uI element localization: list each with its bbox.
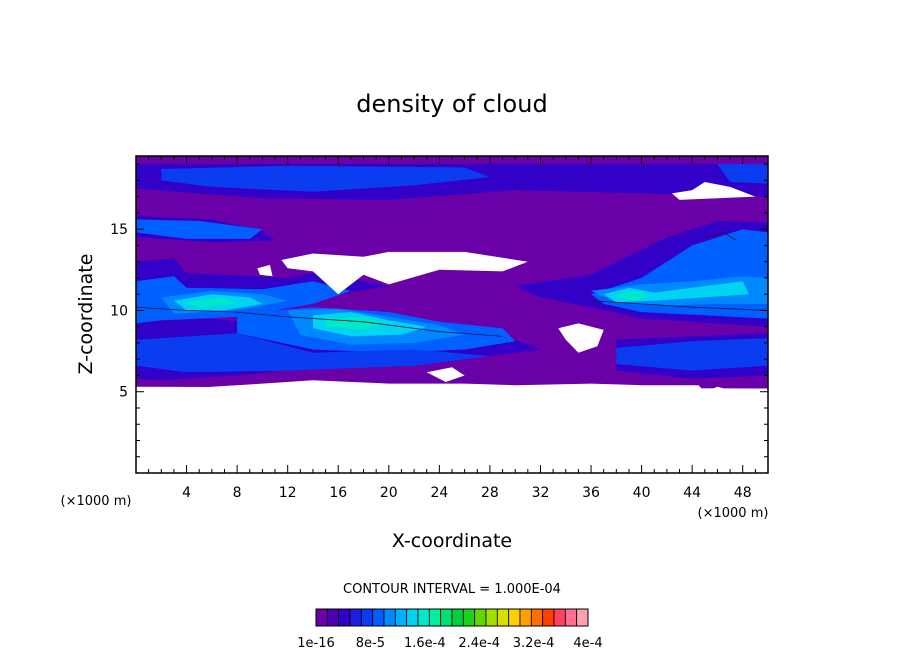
contour-line-right-upper: [704, 231, 737, 241]
right-lower-blue: [616, 338, 768, 371]
x-tick-label: 36: [582, 485, 600, 501]
colorbar-cell: [406, 608, 419, 627]
colorbar-label: 1e-16: [297, 636, 335, 651]
colorbar: [315, 608, 589, 627]
x-tick-label: 24: [430, 485, 448, 501]
x-tick-label: 20: [380, 485, 398, 501]
colorbar-cell: [372, 608, 385, 627]
x-axis-label: X-coordinate: [392, 530, 512, 552]
clear-below: [136, 386, 768, 473]
x-tick-label: 40: [633, 485, 651, 501]
x-tick-label: 32: [532, 485, 550, 501]
colorbar-cell: [462, 608, 476, 627]
chart-title: density of cloud: [356, 90, 547, 118]
contour-line-right: [590, 300, 768, 311]
colorbar-cell: [485, 608, 498, 627]
y-tick-label: 15: [110, 222, 128, 238]
colorbar-cell: [417, 608, 430, 627]
colorbar-cell: [576, 608, 589, 627]
clear-right-mid: [558, 323, 604, 353]
colorbar-cell: [326, 608, 340, 627]
colorbar-cell: [508, 608, 521, 627]
core-right-peak: [616, 290, 648, 301]
colorbar-label: 2.4e-4: [458, 636, 500, 651]
x-tick-label: 44: [683, 485, 701, 501]
y-tick-label: 5: [119, 385, 128, 401]
colorbar-label: 3.2e-4: [513, 636, 555, 651]
x-tick-label: 16: [329, 485, 347, 501]
band-15-blue: [136, 219, 263, 239]
colorbar-cell: [451, 608, 464, 627]
colorbar-cell: [553, 608, 566, 627]
y-axis: 5 10 15: [110, 163, 768, 458]
x-tick-label: 48: [734, 485, 752, 501]
lower-blue: [136, 333, 490, 373]
contour-interval: CONTOUR INTERVAL = 1.000E-04: [343, 582, 561, 597]
contour-line-lower: [136, 306, 503, 337]
x-unit-right: (×1000 m): [698, 506, 769, 521]
colorbar-label: 8e-5: [356, 636, 385, 651]
clear-small: [426, 367, 465, 382]
x-tick-label: 12: [279, 485, 297, 501]
colorbar-cell: [315, 608, 328, 627]
x-tick-label: 28: [481, 485, 499, 501]
colorbar-label: 1.6e-4: [404, 636, 446, 651]
colorbar-cell: [530, 608, 544, 627]
colorbar-cell: [428, 608, 442, 627]
x-tick-label: 8: [233, 485, 242, 501]
y-tick-label: 10: [110, 303, 128, 319]
colorbar-cell: [360, 608, 374, 627]
upper-right-blue: [717, 164, 768, 184]
clear-mid: [281, 251, 528, 295]
clear-upper-right: [671, 182, 756, 200]
colorbar-cell: [383, 608, 396, 627]
y-axis-label: Z-coordinate: [75, 254, 97, 375]
colorbar-cell: [338, 608, 351, 627]
colorbar-cell: [474, 608, 487, 627]
colorbar-cell: [519, 608, 532, 627]
x-tick-label: 4: [182, 485, 191, 501]
colorbar-cell: [496, 608, 510, 627]
colorbar-cell: [440, 608, 453, 627]
colorbar-cell: [349, 608, 362, 627]
colorbar-cell: [564, 608, 578, 627]
colorbar-cell: [542, 608, 555, 627]
upper-band-blue: [161, 165, 490, 192]
clear-tiny: [257, 264, 273, 277]
colorbar-label: 4e-4: [573, 636, 602, 651]
x-axis: 4 8 12 16 20 24 28 32 36 40 44 48: [148, 156, 756, 501]
colorbar-labels: 1e-16 8e-5 1.6e-4 2.4e-4 3.2e-4 4e-4: [297, 636, 602, 651]
cloud-density-field: [136, 156, 768, 473]
colorbar-cell: [394, 608, 408, 627]
colorbar-frame: [315, 608, 589, 627]
x-unit-left: (×1000 m): [61, 494, 132, 509]
core-left-peak: [186, 297, 238, 308]
